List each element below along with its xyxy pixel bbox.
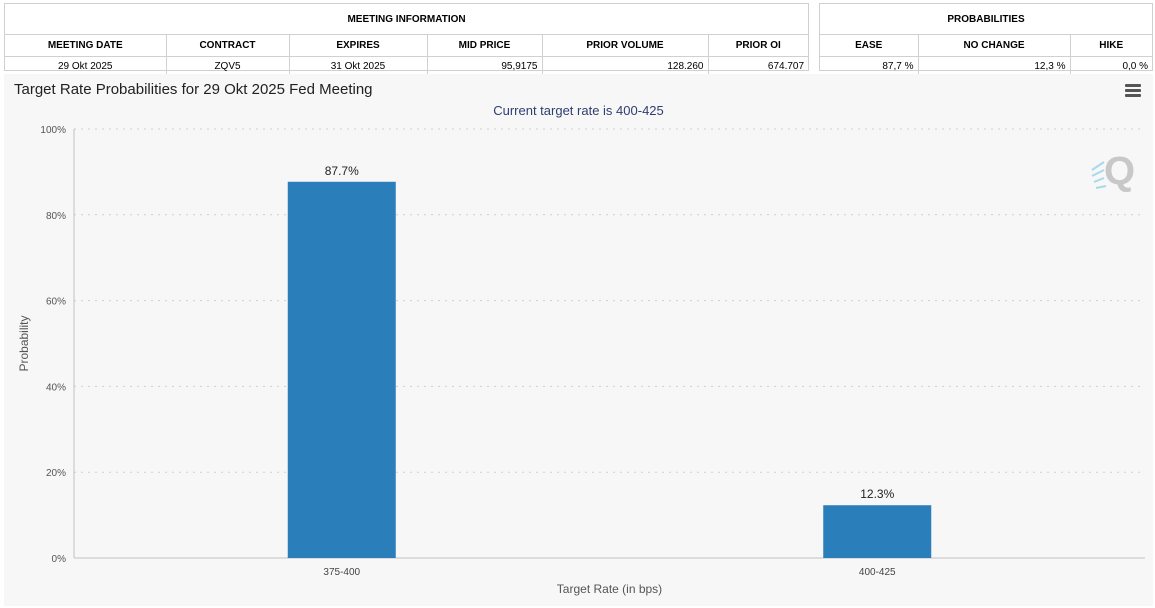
cell-ease: 87,7 % <box>820 56 919 75</box>
y-axis-title: Probability <box>17 315 31 371</box>
x-tick-label: 375-400 <box>323 567 360 578</box>
col-contract: CONTRACT <box>166 34 290 57</box>
table-row: 87,7 % 12,3 % 0,0 % <box>820 56 1152 75</box>
cell-no-change: 12,3 % <box>918 56 1071 75</box>
col-meeting-date: MEETING DATE <box>5 34 167 57</box>
cell-meeting-date: 29 Okt 2025 <box>5 56 167 75</box>
hamburger-menu-icon[interactable] <box>1125 84 1141 98</box>
data-label: 12.3% <box>860 487 894 501</box>
bar <box>287 181 396 558</box>
y-tick-label: 60% <box>46 297 66 308</box>
col-ease: EASE <box>820 34 919 57</box>
data-label: 87.7% <box>325 164 359 178</box>
col-hike: HIKE <box>1070 34 1153 57</box>
svg-text:Q: Q <box>1104 149 1135 193</box>
col-prior-volume: PRIOR VOLUME <box>542 34 709 57</box>
cell-prior-oi: 674.707 <box>767 60 805 72</box>
chart-svg: 0% 20% 40% 60% 80% 100% 87.7% 375-400 12.3% 400-4… <box>17 125 1145 596</box>
probabilities-panel: PROBABILITIES EASE NO CHANGE HIKE 87,7 %… <box>819 3 1153 75</box>
col-no-change: NO CHANGE <box>918 34 1071 57</box>
y-tick-label: 100% <box>40 125 66 136</box>
col-mid-price: MID PRICE <box>427 34 543 57</box>
x-axis-title: Target Rate (in bps) <box>557 582 662 596</box>
meeting-information-panel: MEETING INFORMATION MEETING DATE CONTRAC… <box>4 3 809 75</box>
x-tick-label: 400-425 <box>859 567 896 578</box>
meeting-information-title: MEETING INFORMATION <box>5 4 809 35</box>
chart-container: 0% 20% 40% 60% 80% 100% 87.7% 375-400 12.3% 400-4… <box>4 74 1153 606</box>
cell-mid-price: 95,9175 <box>427 56 543 75</box>
probabilities-table: PROBABILITIES EASE NO CHANGE HIKE 87,7 %… <box>820 4 1153 75</box>
cell-hike: 0,0 % <box>1122 60 1149 72</box>
chart-title: Target Rate Probabilities for 29 Okt 202… <box>14 81 373 98</box>
cell-contract: ZQV5 <box>166 56 290 75</box>
cell-prior-volume: 128.260 <box>542 56 709 75</box>
cme-q-logo-icon: Q <box>1091 149 1135 193</box>
bar <box>823 505 932 558</box>
y-tick-label: 20% <box>46 468 66 479</box>
y-tick-label: 40% <box>46 382 66 393</box>
table-row: 29 Okt 2025 ZQV5 31 Okt 2025 95,9175 128… <box>5 56 808 75</box>
col-prior-oi: PRIOR OI <box>708 34 809 57</box>
cell-expires: 31 Okt 2025 <box>289 56 428 75</box>
y-tick-label: 0% <box>52 554 67 565</box>
chart-subtitle: Current target rate is 400-425 <box>493 103 664 118</box>
meeting-information-table: MEETING INFORMATION MEETING DATE CONTRAC… <box>5 4 809 75</box>
col-expires: EXPIRES <box>289 34 428 57</box>
probabilities-title: PROBABILITIES <box>820 4 1153 35</box>
y-tick-label: 80% <box>46 211 66 222</box>
